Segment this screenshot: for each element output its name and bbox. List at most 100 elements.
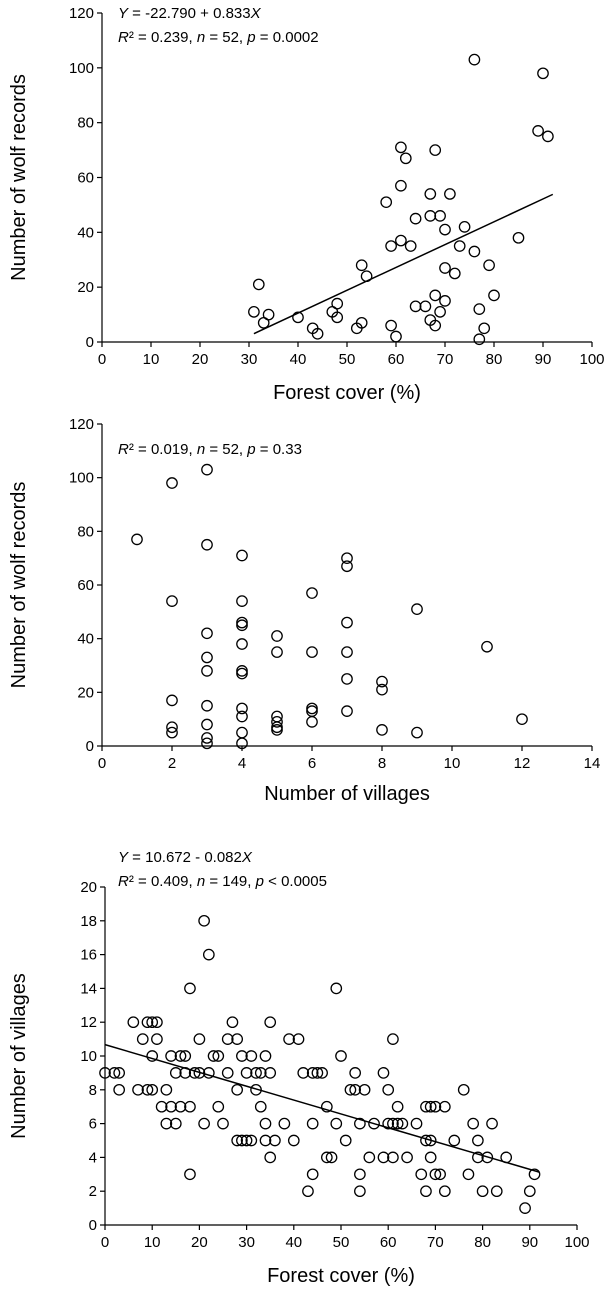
data-point bbox=[166, 726, 178, 739]
data-point bbox=[429, 289, 442, 302]
data-point bbox=[468, 245, 481, 258]
data-point bbox=[306, 702, 318, 715]
data-point bbox=[113, 1083, 126, 1096]
data-point bbox=[424, 188, 437, 200]
data-point bbox=[250, 1083, 262, 1096]
data-point bbox=[141, 1083, 154, 1096]
data-point bbox=[179, 1067, 192, 1079]
data-point bbox=[376, 675, 388, 688]
data-point bbox=[448, 267, 461, 280]
data-point bbox=[434, 305, 446, 318]
data-point bbox=[146, 1050, 159, 1062]
data-point bbox=[254, 1100, 267, 1113]
data-point bbox=[387, 1151, 399, 1164]
data-point bbox=[396, 1117, 409, 1130]
chart-panel-2: 0 20 40 60 80 100 120 0 2 4 6 8 10 12 14 Number of vill… bbox=[8, 416, 600, 805]
data-point bbox=[411, 726, 423, 739]
data-point bbox=[331, 311, 344, 324]
data-point bbox=[395, 179, 407, 192]
data-point bbox=[212, 1050, 225, 1062]
x-tick-label: 50 bbox=[333, 1234, 350, 1251]
data-point bbox=[184, 1100, 196, 1113]
data-point bbox=[377, 1151, 390, 1164]
data-point bbox=[355, 259, 368, 272]
x-tick-label: 70 bbox=[427, 1234, 444, 1251]
data-point bbox=[429, 1100, 442, 1113]
data-point bbox=[448, 1134, 461, 1147]
data-point bbox=[360, 270, 373, 283]
data-point bbox=[519, 1202, 531, 1214]
x-tick-label: 10 bbox=[143, 351, 160, 368]
data-point bbox=[202, 948, 215, 961]
data-point bbox=[341, 560, 353, 573]
y-tick-label: 14 bbox=[80, 980, 97, 997]
data-point bbox=[202, 1067, 215, 1079]
data-point bbox=[259, 1117, 272, 1130]
data-point bbox=[368, 1117, 380, 1130]
x-tick-label: 12 bbox=[514, 755, 531, 772]
data-point bbox=[380, 196, 393, 209]
data-point bbox=[236, 726, 248, 739]
data-point bbox=[390, 330, 402, 343]
y-tick-label: 20 bbox=[80, 879, 97, 896]
data-point bbox=[472, 1151, 484, 1164]
data-point bbox=[245, 1134, 258, 1147]
data-point bbox=[236, 638, 248, 650]
y-tick-label: 80 bbox=[77, 115, 94, 132]
y-tick-label: 120 bbox=[69, 5, 94, 22]
data-point bbox=[201, 699, 213, 712]
data-point bbox=[341, 705, 353, 717]
x-tick-label: 2 bbox=[168, 755, 176, 772]
x-axis-title: Number of villages bbox=[264, 783, 430, 805]
x-tick-label: 6 bbox=[308, 755, 316, 772]
data-point bbox=[385, 240, 397, 252]
data-point bbox=[438, 1185, 451, 1198]
data-point bbox=[201, 665, 213, 677]
data-point bbox=[387, 1117, 399, 1130]
y-axis-title: Number of wolf records bbox=[8, 482, 30, 689]
data-point bbox=[490, 1185, 503, 1198]
y-tick-label: 4 bbox=[89, 1149, 97, 1166]
stats-annotation: R² = 0.019, n = 52, p = 0.33 bbox=[118, 441, 302, 458]
data-point bbox=[151, 1033, 163, 1045]
data-point bbox=[271, 721, 283, 734]
data-point bbox=[349, 1067, 362, 1079]
y-tick-label: 60 bbox=[77, 577, 94, 594]
data-point bbox=[198, 914, 210, 927]
y-tick-label: 2 bbox=[89, 1183, 97, 1200]
y-tick-label: 0 bbox=[89, 1217, 97, 1234]
data-point bbox=[434, 1168, 446, 1181]
data-point bbox=[341, 646, 353, 658]
data-point bbox=[259, 1050, 272, 1062]
data-point bbox=[132, 1083, 144, 1096]
data-point bbox=[438, 1100, 451, 1113]
data-point bbox=[236, 1050, 248, 1062]
data-point bbox=[478, 322, 491, 335]
data-point bbox=[302, 1185, 314, 1198]
data-point bbox=[306, 1168, 319, 1181]
data-point bbox=[151, 1016, 163, 1029]
data-point bbox=[330, 1117, 343, 1130]
y-tick-label: 8 bbox=[89, 1082, 97, 1099]
data-point bbox=[174, 1050, 187, 1062]
data-point bbox=[424, 1151, 437, 1164]
data-point bbox=[354, 1117, 366, 1130]
data-point bbox=[201, 651, 213, 664]
data-point bbox=[341, 552, 353, 565]
data-point bbox=[217, 1117, 229, 1130]
data-point bbox=[382, 1117, 395, 1130]
y-tick-label: 10 bbox=[80, 1048, 97, 1065]
y-axis-title: Number of wolf records bbox=[8, 74, 30, 281]
y-tick-label: 40 bbox=[77, 224, 94, 241]
data-point bbox=[201, 732, 213, 744]
y-tick-label: 120 bbox=[69, 416, 94, 433]
x-axis-title: Forest cover (%) bbox=[267, 1265, 415, 1287]
data-point bbox=[339, 1134, 352, 1147]
data-point bbox=[236, 710, 248, 723]
x-tick-label: 20 bbox=[191, 1234, 208, 1251]
data-point bbox=[166, 694, 178, 707]
data-point bbox=[349, 1083, 362, 1096]
x-tick-label: 14 bbox=[584, 755, 601, 772]
data-point bbox=[271, 715, 283, 728]
data-point bbox=[401, 1151, 413, 1164]
